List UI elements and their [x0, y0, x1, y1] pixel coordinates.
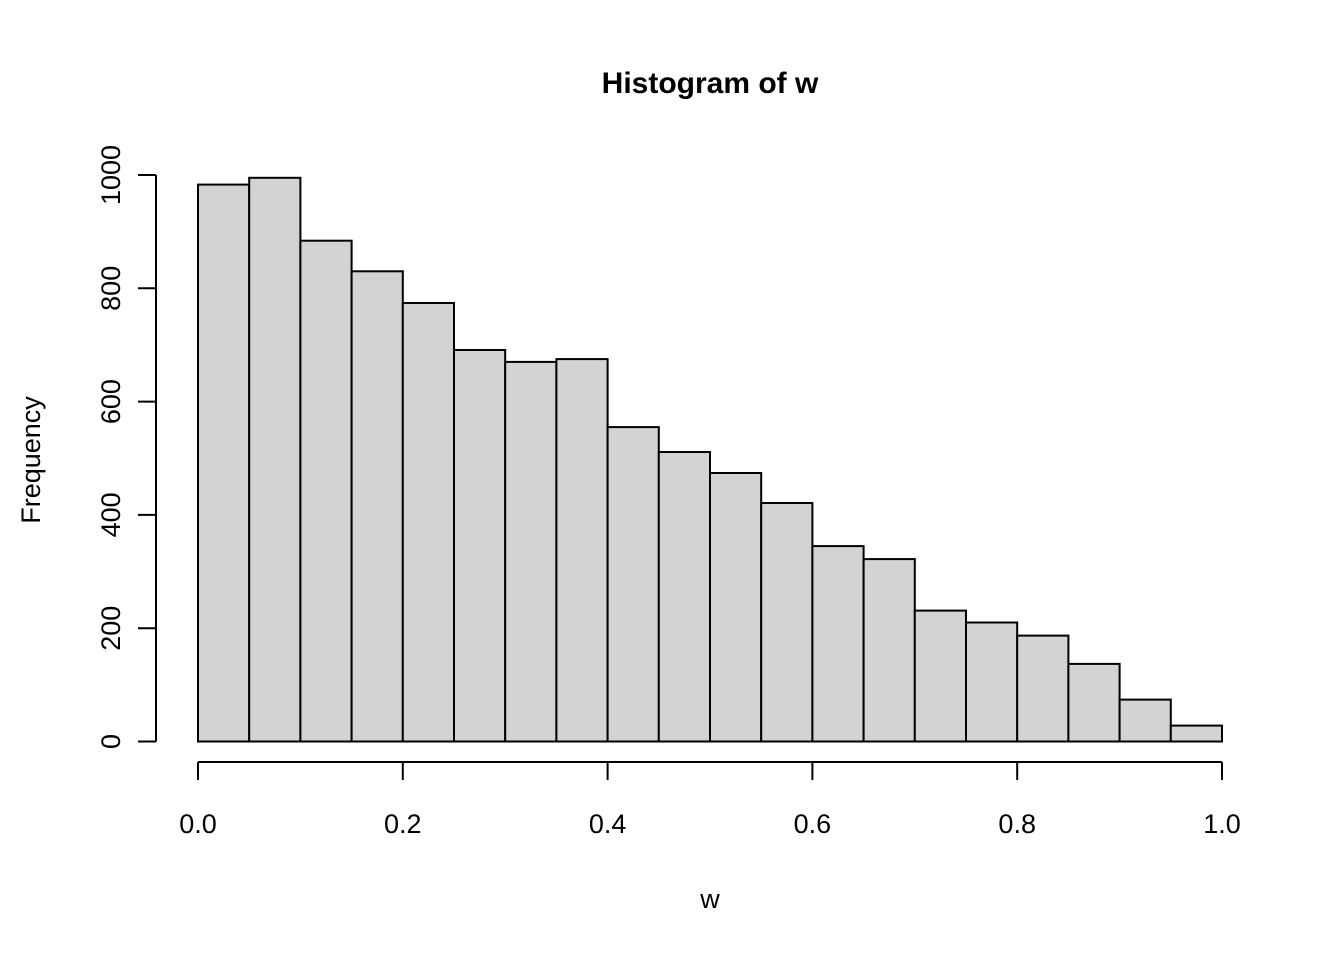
histogram-bar: [453, 349, 507, 743]
histogram-bar: [504, 360, 558, 743]
y-tick-label: 800: [96, 266, 126, 311]
histogram-bar: [350, 270, 404, 743]
y-axis-label: Frequency: [16, 396, 46, 524]
histogram-bar: [657, 451, 711, 743]
x-tick-label: 0.0: [179, 809, 217, 839]
histogram-bar: [1118, 698, 1172, 743]
axes-layer: 0 200 400 600 800 1000 0.0 0.2 0.4 0.6 0.8 1.0: [96, 145, 1241, 839]
x-axis-label: w: [699, 884, 720, 914]
x-tick-label: 0.6: [794, 809, 832, 839]
chart-title: Histogram of w: [602, 67, 819, 100]
histogram-bar: [760, 502, 814, 743]
histogram-bar: [709, 472, 763, 743]
histogram-bar: [811, 545, 865, 743]
histogram-bar: [401, 302, 455, 743]
histogram-bar: [1067, 662, 1121, 743]
histogram-bar: [299, 239, 353, 743]
y-tick-label: 200: [96, 606, 126, 651]
y-tick-label: 400: [96, 492, 126, 537]
bars-layer: [197, 176, 1224, 743]
y-tick-label: 600: [96, 379, 126, 424]
histogram-bar: [606, 426, 660, 743]
histogram-bar: [965, 621, 1019, 743]
histogram-bar: [913, 609, 967, 743]
y-tick-label: 0: [96, 734, 126, 749]
histogram-bar: [1016, 634, 1070, 743]
x-tick-label: 0.8: [998, 809, 1036, 839]
histogram-bar: [555, 358, 609, 743]
histogram-bar: [1169, 724, 1224, 743]
x-tick-label: 0.2: [384, 809, 422, 839]
histogram-bar: [197, 183, 251, 743]
x-tick-label: 1.0: [1203, 809, 1241, 839]
x-tick-label: 0.4: [589, 809, 627, 839]
y-tick-label: 1000: [96, 145, 126, 205]
histogram-bar: [862, 558, 916, 743]
histogram-bar: [248, 176, 302, 743]
